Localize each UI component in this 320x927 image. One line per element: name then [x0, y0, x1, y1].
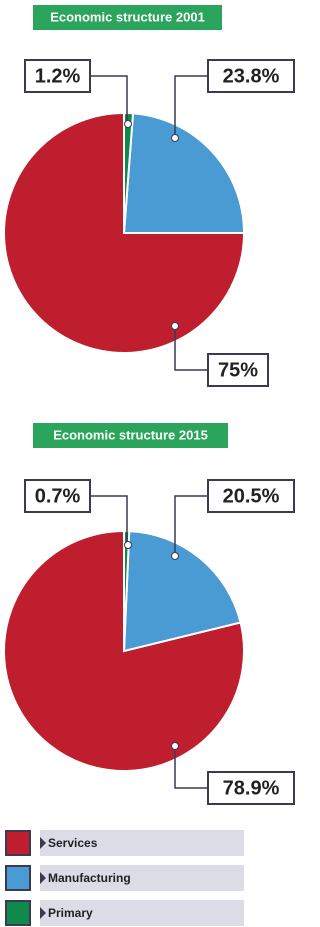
legend-label: Manufacturing [48, 871, 131, 885]
callout-line [90, 495, 128, 545]
callout-line [174, 326, 208, 371]
value-label: 78.9% [223, 777, 280, 799]
value-label: 75% [218, 359, 258, 381]
callout-line [174, 75, 208, 138]
legend-bar [40, 900, 244, 926]
value-label: 23.8% [223, 65, 280, 87]
pie-slice [122, 530, 242, 653]
label-box [24, 479, 91, 513]
callout-dot [171, 552, 179, 560]
legend-pointer [40, 872, 46, 884]
legend-label: Primary [48, 906, 93, 920]
label-box [207, 59, 295, 93]
legend-bar [40, 865, 244, 891]
pie-slice [122, 112, 246, 234]
chart-title-bg [33, 5, 222, 30]
legend-bar [40, 830, 244, 856]
callout-dot [124, 541, 132, 549]
callout-dot [124, 120, 132, 128]
callout-dot [171, 134, 179, 142]
legend-label: Services [48, 836, 98, 850]
label-box [24, 59, 91, 93]
label-box [207, 353, 269, 387]
chart-title: Economic structure 2015 [53, 427, 208, 442]
legend-swatch [5, 830, 31, 856]
legend-swatch [5, 900, 31, 926]
pie-slice [123, 111, 135, 234]
legend-pointer [40, 907, 46, 919]
label-box [207, 771, 295, 805]
page: Economic structure 2001 75% 23.8% 1.2% Econo… [3, 5, 295, 926]
value-label: 20.5% [223, 485, 280, 507]
value-label: 0.7% [35, 485, 81, 507]
chart-title: Economic structure 2001 [50, 9, 205, 24]
label-box [207, 479, 295, 513]
callout-line [174, 746, 208, 789]
chart-title-bg [33, 423, 228, 448]
callout-line [90, 75, 128, 124]
callout-line [174, 495, 208, 556]
callout-dot [171, 742, 179, 750]
pie-slice [3, 111, 246, 354]
legend-swatch [5, 865, 31, 891]
callout-dot [171, 322, 179, 330]
legend-pointer [40, 837, 46, 849]
value-label: 1.2% [35, 65, 81, 87]
